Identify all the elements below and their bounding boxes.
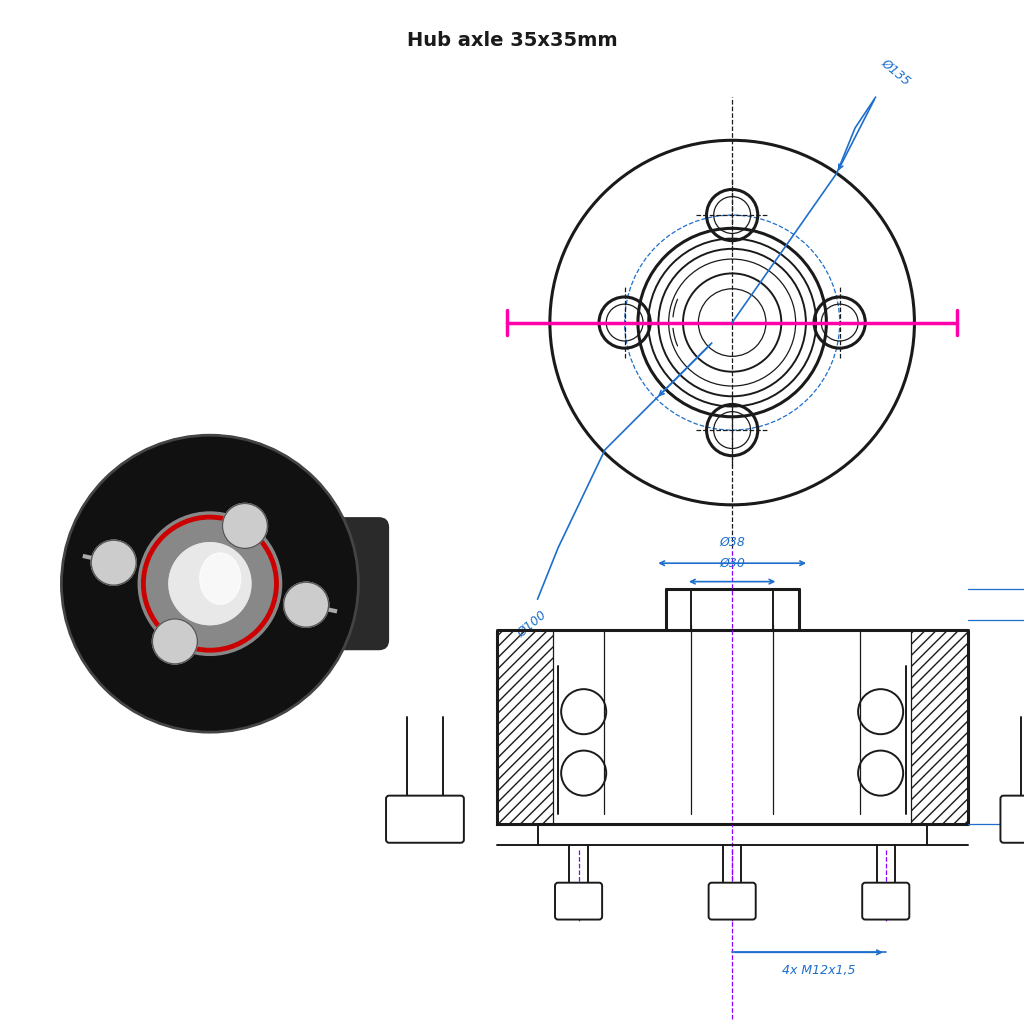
Text: Ø100: Ø100 xyxy=(515,609,550,640)
Bar xyxy=(497,630,553,824)
Circle shape xyxy=(153,618,198,664)
Circle shape xyxy=(169,543,251,625)
FancyBboxPatch shape xyxy=(1000,796,1024,843)
FancyBboxPatch shape xyxy=(555,883,602,920)
Circle shape xyxy=(91,540,136,585)
Text: Ø135: Ø135 xyxy=(879,56,913,87)
FancyBboxPatch shape xyxy=(386,796,464,843)
Circle shape xyxy=(61,435,358,732)
Bar xyxy=(911,630,968,824)
Ellipse shape xyxy=(169,543,251,625)
Text: Hub axle 35x35mm: Hub axle 35x35mm xyxy=(407,31,617,50)
FancyBboxPatch shape xyxy=(205,517,389,650)
Text: 4x M12x1,5: 4x M12x1,5 xyxy=(782,965,856,977)
Ellipse shape xyxy=(200,553,241,604)
Circle shape xyxy=(284,583,329,628)
Circle shape xyxy=(222,504,267,549)
Bar xyxy=(497,630,558,824)
FancyBboxPatch shape xyxy=(862,883,909,920)
Text: Ø30: Ø30 xyxy=(719,557,745,569)
Circle shape xyxy=(138,512,282,655)
Text: Ø38: Ø38 xyxy=(719,537,745,549)
FancyBboxPatch shape xyxy=(709,883,756,920)
